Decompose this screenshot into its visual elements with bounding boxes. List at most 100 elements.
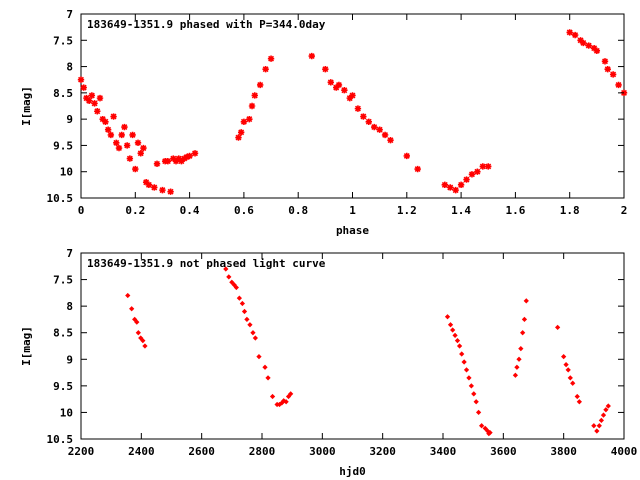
y-tick-label: 10 <box>60 406 73 419</box>
y-axis-ticks: 7 7.5 8 8.5 9 9.5 10 10.5 <box>47 247 624 446</box>
y-tick-label: 7 <box>66 8 73 21</box>
data-point <box>183 153 191 161</box>
data-point <box>594 428 600 434</box>
y-tick-label: 7.5 <box>53 34 73 47</box>
x-tick-label: 3400 <box>430 445 457 458</box>
data-point <box>140 338 146 344</box>
y-tick-label: 10.5 <box>47 433 74 446</box>
data-point <box>609 71 617 78</box>
data-point <box>457 181 465 189</box>
x-axis-ticks: 0 0.2 0.4 0.6 0.8 1 1.2 1.4 1.6 1.8 2 <box>78 14 627 217</box>
data-point <box>485 163 492 170</box>
data-point <box>240 118 248 125</box>
x-tick-label: 1.8 <box>560 204 580 217</box>
y-tick-label: 8.5 <box>53 87 73 100</box>
data-point <box>262 364 268 370</box>
data-point <box>186 152 193 160</box>
data-point <box>561 354 567 360</box>
x-tick-label: 3000 <box>309 445 336 458</box>
data-point <box>475 409 482 416</box>
data-point <box>241 308 248 315</box>
data-point <box>99 115 106 123</box>
data-point <box>118 131 125 139</box>
data-point <box>104 126 112 133</box>
data-point <box>142 179 150 186</box>
x-tick-label: 0.4 <box>180 204 200 217</box>
data-point <box>349 92 356 99</box>
data-point <box>333 84 340 91</box>
x-tick-label: 0 <box>78 204 85 217</box>
data-point <box>473 399 479 405</box>
data-point <box>615 81 622 89</box>
data-point <box>129 131 136 139</box>
x-tick-label: 1.2 <box>397 204 417 217</box>
data-point <box>463 367 470 373</box>
y-axis-title: I[mag] <box>20 86 33 126</box>
data-point <box>567 375 573 381</box>
x-tick-label: 4000 <box>611 445 638 458</box>
data-point <box>134 139 142 146</box>
data-point <box>577 37 584 44</box>
data-point <box>463 176 470 183</box>
data-point <box>125 292 131 299</box>
data-point <box>566 29 573 36</box>
data-point <box>170 155 177 162</box>
y-tick-label: 7 <box>66 247 73 260</box>
data-point <box>598 417 604 424</box>
data-point <box>226 274 232 280</box>
y-tick-label: 10 <box>60 166 73 179</box>
data-point <box>115 144 123 152</box>
data-point <box>83 94 90 102</box>
data-point <box>247 322 253 328</box>
data-point <box>267 55 275 62</box>
data-point <box>516 356 522 362</box>
data-point <box>450 327 456 333</box>
data-point <box>167 188 174 195</box>
data-point <box>322 66 329 73</box>
data-point <box>456 343 463 349</box>
data-point <box>159 186 166 194</box>
data-point <box>94 108 101 115</box>
data-point <box>252 335 258 341</box>
y-tick-label: 8 <box>66 300 73 313</box>
data-point <box>107 131 115 139</box>
data-point <box>596 423 602 429</box>
y-tick-label: 9.5 <box>53 380 73 393</box>
data-point <box>229 279 235 285</box>
data-point <box>452 332 458 338</box>
data-point <box>132 165 139 173</box>
data-point <box>459 351 465 357</box>
data-point <box>487 429 493 436</box>
data-point <box>512 372 519 378</box>
data-point <box>523 298 529 304</box>
data-point <box>468 383 474 389</box>
data-point <box>563 361 569 368</box>
data-point <box>604 66 611 73</box>
x-tick-label: 3200 <box>369 445 396 458</box>
data-point <box>574 393 580 400</box>
data-point <box>565 367 571 373</box>
data-points <box>77 29 628 195</box>
data-point <box>354 105 362 112</box>
data-point <box>180 155 188 162</box>
data-point <box>474 168 481 175</box>
data-point <box>590 44 598 52</box>
data-point <box>96 94 104 102</box>
data-point <box>414 165 421 173</box>
data-point <box>601 58 609 65</box>
data-point <box>593 47 601 54</box>
data-point <box>381 131 389 139</box>
data-point <box>603 407 609 413</box>
data-point <box>80 84 87 91</box>
y-tick-label: 9 <box>66 113 73 126</box>
data-point <box>265 375 271 381</box>
data-point <box>444 314 451 320</box>
data-points <box>125 266 611 437</box>
data-point <box>126 155 134 162</box>
data-point <box>123 142 131 149</box>
data-point <box>250 330 256 336</box>
data-point <box>585 42 592 49</box>
data-point <box>223 266 229 272</box>
data-point <box>164 158 172 165</box>
